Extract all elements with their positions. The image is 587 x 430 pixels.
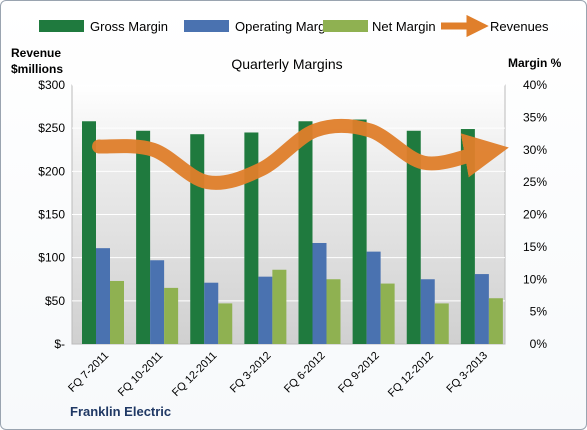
bar-gross-margin — [298, 121, 313, 344]
right-tick-label: 20% — [523, 208, 547, 222]
legend-label-operating-margin: Operating Margin — [235, 19, 335, 34]
bar-operating-margin — [96, 248, 110, 344]
right-tick-label: 0% — [530, 337, 548, 351]
bar-operating-margin — [420, 279, 435, 344]
left-tick-label: $250 — [38, 121, 65, 135]
bar-operating-margin — [204, 282, 219, 344]
right-tick-label: 15% — [523, 240, 547, 254]
x-tick-label: FQ 3-2012 — [228, 350, 274, 396]
bar-operating-margin — [258, 276, 273, 344]
right-tick-label: 10% — [523, 272, 547, 286]
x-tick-label: FQ 12-2012 — [386, 350, 436, 400]
left-tick-label: $200 — [38, 164, 65, 178]
right-tick-label: 35% — [523, 110, 547, 124]
bar-gross-margin — [406, 130, 421, 344]
bar-net-margin — [326, 279, 341, 344]
bar-gross-margin — [244, 132, 259, 344]
bars — [82, 119, 503, 345]
right-axis-ticks: 0% 5% 10% 15% 20% 25% 30% 35% 40% — [523, 78, 547, 351]
left-axis-ticks: $- $50 $100 $150 $200 $250 $300 — [38, 78, 65, 351]
bar-net-margin — [218, 303, 233, 344]
revenue-line — [92, 118, 509, 190]
bar-operating-margin — [312, 242, 327, 344]
legend-label-net-margin: Net Margin — [372, 19, 436, 34]
chart-title: Quarterly Margins — [231, 56, 342, 72]
left-axis-title-line2: $millions — [11, 62, 63, 76]
legend-label-revenues: Revenues — [490, 19, 549, 34]
bar-net-margin — [488, 298, 503, 344]
bar-gross-margin — [460, 129, 475, 344]
x-axis-ticks: FQ 7-2011 FQ 10-2011 FQ 12-2011 FQ 3-2012 FQ… — [66, 350, 490, 400]
bar-net-margin — [434, 303, 449, 344]
company-name: Franklin Electric — [70, 404, 171, 419]
bar-gross-margin — [190, 134, 205, 344]
revenue-curve — [92, 118, 509, 190]
legend-swatch-net-margin — [323, 20, 368, 32]
left-tick-label: $150 — [38, 208, 65, 222]
legend: Gross Margin Operating Margin Net Margin… — [39, 14, 549, 38]
right-axis-title: Margin % — [508, 56, 562, 70]
x-tick-label: FQ 7-2011 — [66, 350, 111, 395]
legend-label-gross-margin: Gross Margin — [90, 19, 168, 34]
x-tick-label: FQ 10-2011 — [116, 350, 165, 399]
bar-gross-margin — [352, 119, 367, 345]
legend-swatch-operating-margin — [184, 20, 229, 32]
bar-net-margin — [380, 283, 395, 344]
bar-net-margin — [110, 280, 124, 344]
right-tick-label: 5% — [530, 305, 548, 319]
left-tick-label: $300 — [38, 78, 65, 92]
right-tick-label: 25% — [523, 175, 547, 189]
left-axis-title-line1: Revenue — [11, 46, 61, 60]
bar-gross-margin — [82, 121, 96, 344]
left-tick-label: $50 — [45, 294, 65, 308]
bar-operating-margin — [150, 260, 165, 344]
x-tick-label: FQ 12-2011 — [170, 350, 219, 399]
bar-net-margin — [272, 269, 287, 344]
legend-swatch-gross-margin — [39, 20, 84, 32]
left-tick-label: $- — [54, 337, 65, 351]
bar-operating-margin — [474, 274, 489, 344]
right-tick-label: 30% — [523, 143, 547, 157]
left-tick-label: $100 — [38, 251, 65, 265]
x-tick-label: FQ 6-2012 — [282, 350, 328, 396]
right-tick-label: 40% — [523, 78, 547, 92]
bar-net-margin — [164, 287, 179, 344]
bar-operating-margin — [366, 251, 381, 344]
bar-gross-margin — [136, 130, 151, 344]
x-tick-label: FQ 3-2013 — [444, 350, 490, 396]
x-tick-label: FQ 9-2012 — [336, 350, 382, 396]
